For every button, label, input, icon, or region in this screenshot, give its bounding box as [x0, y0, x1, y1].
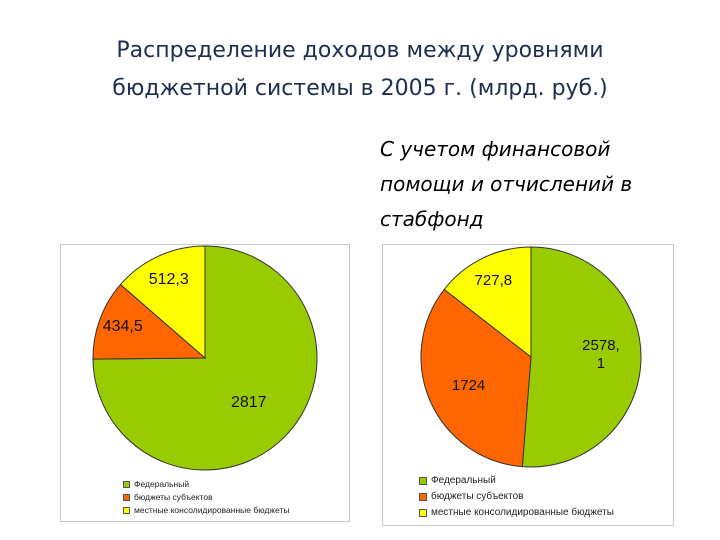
legend-1-item-federal: Федеральный [123, 478, 289, 491]
legend-2-item-local: местные консолидированные бюджеты [419, 505, 614, 521]
data-label: 2817 [231, 394, 267, 411]
page-title: Распределение доходов между уровнями бюд… [0, 32, 720, 108]
legend-2-item-federal: Федеральный [419, 473, 614, 489]
data-label: 727,8 [475, 272, 513, 289]
title-line-2: бюджетной системы в 2005 г. (млрд. руб.) [112, 76, 608, 101]
legend-2: Федеральный бюджеты субъектов местные ко… [419, 473, 614, 521]
data-label: 434,5 [103, 318, 143, 335]
legend-swatch-local [123, 507, 130, 514]
legend-label: Федеральный [431, 475, 496, 486]
slice-subjects [420, 288, 532, 468]
legend-swatch-federal [419, 477, 427, 485]
slice-subjects [92, 283, 207, 360]
slice-local [119, 245, 206, 360]
slice-local [443, 246, 532, 359]
pie-chart-panel-1: 2817 434,5 512,3 Федеральный бюджеты субъе… [60, 244, 350, 522]
data-label: 512,3 [149, 271, 189, 288]
data-label: 2578, 1 [582, 337, 620, 372]
legend-label: бюджеты субъектов [431, 491, 524, 502]
caption-line-1: С учетом финансовой [380, 137, 611, 161]
legend-label: местные консолидированные бюджеты [134, 505, 290, 515]
caption-line-3: стабфонд [380, 207, 484, 231]
legend-1: Федеральный бюджеты субъектов местные ко… [123, 478, 289, 517]
legend-swatch-federal [123, 481, 130, 488]
chart-2-caption: С учетом финансовой помощи и отчислений … [380, 132, 700, 237]
legend-swatch-local [419, 509, 427, 517]
pie-chart-1: 2817 434,5 512,3 [92, 245, 318, 471]
caption-line-2: помощи и отчислений в [380, 172, 633, 196]
legend-1-item-local: местные консолидированные бюджеты [123, 504, 289, 517]
legend-2-item-subjects: бюджеты субъектов [419, 489, 614, 505]
pie-chart-panel-2: 2578, 1 1724 727,8 Федеральный бюджеты субъ… [382, 244, 674, 526]
legend-label: Федеральный [134, 479, 190, 489]
slice-federal [521, 246, 642, 468]
title-line-1: Распределение доходов между уровнями [116, 38, 604, 63]
legend-label: бюджеты субъектов [134, 492, 213, 502]
data-label: 1724 [452, 377, 485, 394]
legend-swatch-subjects [123, 494, 130, 501]
legend-label: местные консолидированные бюджеты [431, 507, 614, 518]
legend-swatch-subjects [419, 493, 427, 501]
pie-chart-2: 2578, 1 1724 727,8 [420, 246, 642, 468]
legend-1-item-subjects: бюджеты субъектов [123, 491, 289, 504]
